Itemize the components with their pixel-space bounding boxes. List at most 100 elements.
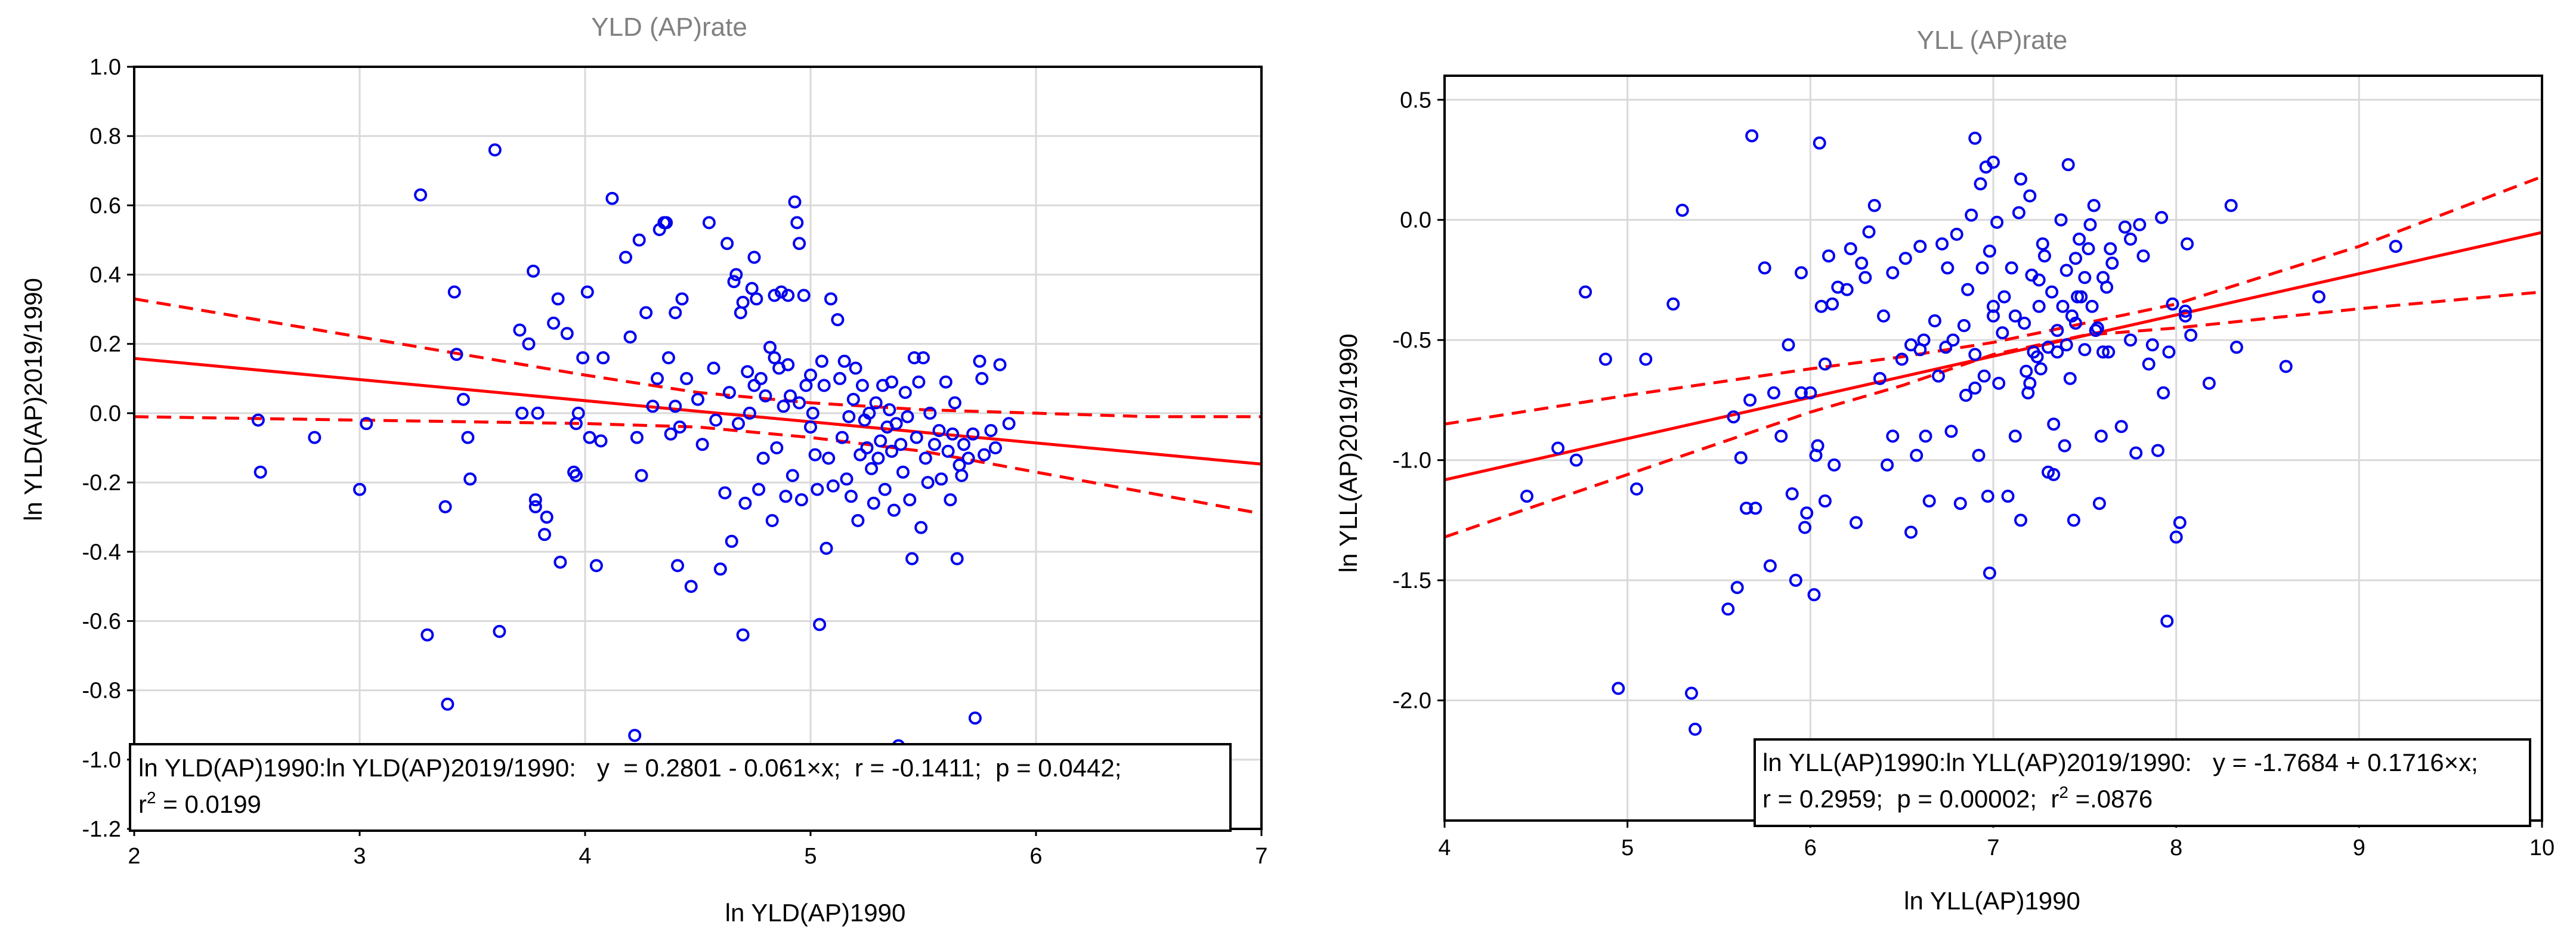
data-point <box>804 369 817 382</box>
data-point <box>596 351 610 364</box>
data-point <box>1919 429 1932 443</box>
data-point <box>1961 283 1975 296</box>
y-tick-label: -1.0 <box>1393 448 1431 473</box>
data-point <box>781 289 795 302</box>
data-point <box>2008 309 2022 323</box>
chart-title: YLD (AP)rate <box>591 13 747 42</box>
confidence-band-lower <box>134 415 1262 515</box>
data-point <box>2047 468 2061 481</box>
data-point <box>885 444 899 458</box>
data-point <box>1983 567 1996 580</box>
data-point <box>513 323 527 337</box>
data-point <box>835 431 849 444</box>
data-point <box>1814 299 1828 313</box>
data-point <box>993 358 1007 372</box>
y-tick-label: 0.6 <box>89 193 121 218</box>
x-tick-label: 4 <box>579 844 591 869</box>
y-tick-label: -2.0 <box>1393 689 1431 714</box>
data-point <box>671 559 684 572</box>
data-point <box>2104 242 2117 256</box>
data-point <box>898 386 912 400</box>
data-point <box>750 292 763 306</box>
data-point <box>932 424 946 437</box>
data-point <box>2279 360 2293 373</box>
data-point <box>973 354 987 368</box>
data-point <box>725 534 738 548</box>
data-point <box>2054 213 2068 227</box>
data-point <box>2037 249 2051 263</box>
confidence-band-upper <box>1444 175 2543 426</box>
data-point <box>2160 614 2174 628</box>
data-point <box>447 285 461 299</box>
data-point <box>308 431 321 444</box>
data-point <box>1734 451 1748 465</box>
data-point <box>2059 338 2073 352</box>
data-point <box>576 351 590 364</box>
data-point <box>903 493 917 507</box>
data-point <box>793 396 806 410</box>
data-point <box>2142 357 2156 371</box>
data-point <box>736 628 750 642</box>
y-tick-label: -0.5 <box>1393 328 1431 353</box>
x-tick-label: 9 <box>2353 835 2365 860</box>
data-point <box>2124 333 2137 347</box>
data-point <box>1886 266 1900 280</box>
data-point <box>605 191 619 205</box>
x-axis-label: ln YLL(AP)1990 <box>1904 887 2080 915</box>
data-point <box>759 389 772 403</box>
data-point <box>1789 574 1802 587</box>
y-axis-label: ln YLD(AP)2019/1990 <box>19 278 47 521</box>
data-point <box>955 469 969 482</box>
data-point <box>1782 338 1795 352</box>
data-point <box>1758 261 1771 275</box>
data-point <box>1743 393 1757 407</box>
stats-equation: ln YLL(AP)1990:ln YLL(AP)2019/1990: y = … <box>1762 748 2478 776</box>
data-point <box>2078 343 2092 357</box>
data-point <box>691 392 704 406</box>
data-point <box>2229 341 2243 354</box>
data-point <box>639 306 653 320</box>
data-point <box>907 351 921 364</box>
x-tick-label: 6 <box>1029 844 1042 869</box>
data-point <box>747 379 761 392</box>
data-point <box>583 431 596 444</box>
data-point <box>752 482 766 496</box>
data-point <box>450 348 463 361</box>
data-point <box>984 424 998 437</box>
x-tick-labels: 4 5 6 7 8 9 10 <box>1438 821 2555 860</box>
data-point <box>851 514 865 527</box>
data-point <box>738 496 752 510</box>
y-tick-label: 1.0 <box>89 55 121 80</box>
data-point <box>522 337 536 351</box>
data-point <box>1996 326 2009 340</box>
data-point <box>1795 266 1808 280</box>
data-point <box>1957 319 1971 332</box>
data-point <box>1895 352 1909 366</box>
data-point <box>1800 506 1814 520</box>
data-point <box>1944 425 1958 438</box>
gridlines <box>1443 76 2543 821</box>
data-point <box>2096 271 2110 284</box>
x-tick-label: 5 <box>804 844 817 869</box>
data-point <box>1730 581 1744 595</box>
data-point <box>2094 429 2108 443</box>
data-point <box>846 392 860 406</box>
data-point <box>1881 458 1894 472</box>
data-point <box>768 351 781 364</box>
x-tick-label: 10 <box>2529 835 2555 860</box>
y-tick-label: -0.8 <box>82 679 121 704</box>
data-point <box>975 372 989 385</box>
data-point <box>702 216 716 230</box>
y-tick-label: -1.2 <box>82 817 121 842</box>
data-point <box>1898 252 1912 265</box>
y-tick-label: 0.0 <box>89 401 121 426</box>
data-point <box>1639 352 1653 366</box>
data-point <box>1721 602 1735 616</box>
data-point <box>901 410 914 423</box>
data-point <box>1946 333 1960 347</box>
data-point <box>2166 297 2179 311</box>
data-point <box>1968 131 1982 145</box>
data-point <box>456 392 470 406</box>
data-point <box>2065 309 2079 323</box>
data-point <box>770 441 784 454</box>
